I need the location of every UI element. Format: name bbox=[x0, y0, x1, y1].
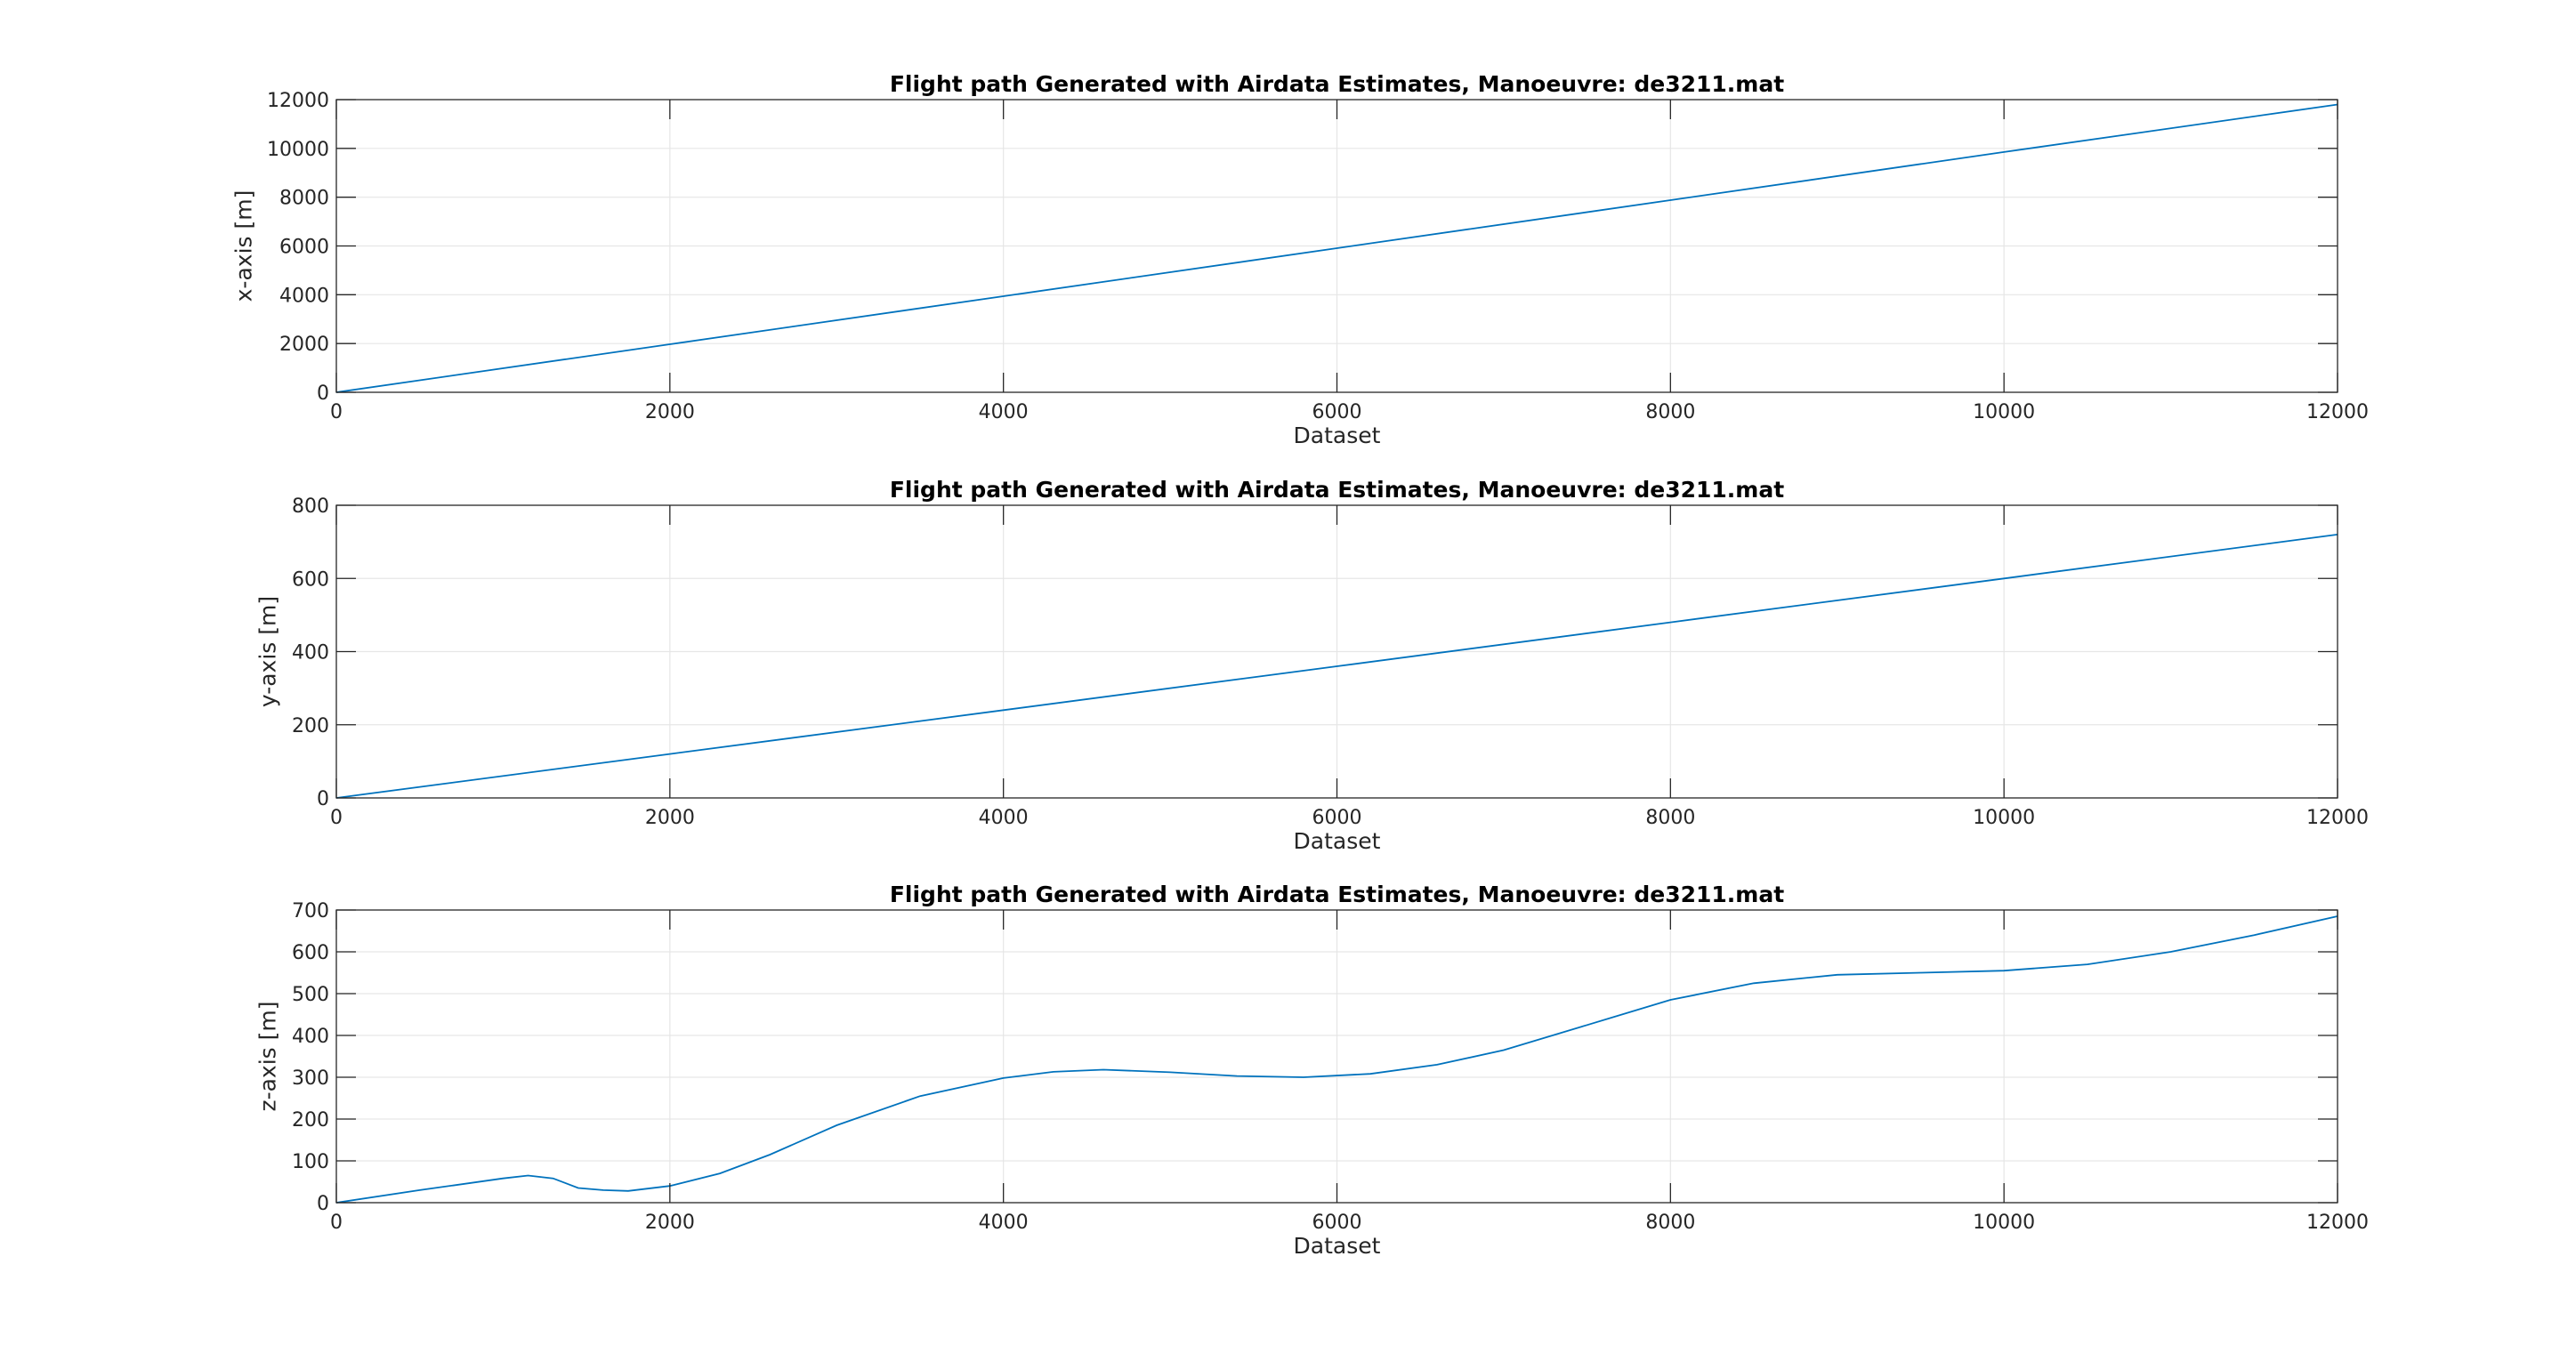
x-axis-label: Dataset bbox=[1294, 1233, 1381, 1259]
x-tick-label: 6000 bbox=[1312, 401, 1362, 423]
x-tick-label: 0 bbox=[330, 807, 343, 829]
x-tick-label: 0 bbox=[330, 401, 343, 423]
series-line-1 bbox=[335, 103, 2338, 393]
y-tick-label: 8000 bbox=[279, 188, 329, 210]
x-tick-label: 8000 bbox=[1645, 1212, 1695, 1234]
y-tick-label: 600 bbox=[292, 568, 329, 591]
series-line-1 bbox=[335, 534, 2338, 799]
y-axis-label: y-axis [m] bbox=[255, 596, 281, 707]
x-tick-label: 6000 bbox=[1312, 807, 1362, 829]
y-tick-label: 0 bbox=[317, 1193, 329, 1215]
y-tick-label: 500 bbox=[292, 984, 329, 1006]
y-tick-label: 2000 bbox=[279, 334, 329, 356]
plot-title: Flight path Generated with Airdata Estim… bbox=[890, 882, 1784, 907]
x-tick-label: 2000 bbox=[645, 1212, 695, 1234]
y-tick-label: 100 bbox=[292, 1151, 329, 1173]
x-tick-label: 0 bbox=[330, 1212, 343, 1234]
plot-title: Flight path Generated with Airdata Estim… bbox=[890, 71, 1784, 97]
y-tick-label: 400 bbox=[292, 642, 329, 664]
y-tick-label: 4000 bbox=[279, 285, 329, 307]
x-tick-label: 8000 bbox=[1645, 807, 1695, 829]
y-tick-label: 700 bbox=[292, 900, 329, 922]
y-tick-label: 300 bbox=[292, 1067, 329, 1090]
y-tick-label: 12000 bbox=[267, 90, 329, 112]
y-tick-label: 800 bbox=[292, 495, 329, 518]
y-tick-label: 0 bbox=[317, 788, 329, 810]
y-tick-label: 400 bbox=[292, 1026, 329, 1048]
plots-container: 0 2000 4000 6000 8000 10000 120000200040006000… bbox=[231, 71, 2370, 1259]
x-tick-label: 6000 bbox=[1312, 1212, 1362, 1234]
subplot-3: 0 2000 4000 6000 8000 10000 12000 0 100 200 300 400… bbox=[255, 882, 2370, 1259]
x-tick-label: 12000 bbox=[2306, 1212, 2369, 1234]
x-tick-label: 2000 bbox=[645, 807, 695, 829]
y-tick-label: 6000 bbox=[279, 237, 329, 259]
y-axis-label: x-axis [m] bbox=[231, 190, 257, 302]
y-tick-label: 200 bbox=[292, 715, 329, 737]
y-tick-label: 10000 bbox=[267, 139, 329, 161]
plot-title: Flight path Generated with Airdata Estim… bbox=[890, 477, 1784, 503]
x-axis-label: Dataset bbox=[1294, 828, 1381, 854]
y-tick-label: 0 bbox=[317, 383, 329, 405]
x-tick-label: 12000 bbox=[2306, 401, 2369, 423]
series-line-1 bbox=[335, 915, 2338, 1204]
y-tick-label: 600 bbox=[292, 942, 329, 964]
x-axis-label: Dataset bbox=[1294, 423, 1381, 448]
subplot-2: 0 2000 4000 6000 8000 10000 12000 0 200 400 600 800… bbox=[255, 477, 2370, 854]
x-tick-label: 4000 bbox=[979, 401, 1029, 423]
x-tick-label: 10000 bbox=[1973, 807, 2035, 829]
subplot-1: 0 2000 4000 6000 8000 10000 12000 0 2000 4000 6000… bbox=[231, 71, 2370, 448]
x-tick-label: 10000 bbox=[1973, 401, 2035, 423]
x-tick-label: 12000 bbox=[2306, 807, 2369, 829]
x-tick-label: 8000 bbox=[1645, 401, 1695, 423]
x-tick-label: 4000 bbox=[979, 807, 1029, 829]
y-tick-label: 200 bbox=[292, 1109, 329, 1132]
x-tick-label: 2000 bbox=[645, 401, 695, 423]
x-tick-label: 4000 bbox=[979, 1212, 1029, 1234]
y-axis-label: z-axis [m] bbox=[255, 1001, 281, 1111]
x-tick-label: 10000 bbox=[1973, 1212, 2035, 1234]
